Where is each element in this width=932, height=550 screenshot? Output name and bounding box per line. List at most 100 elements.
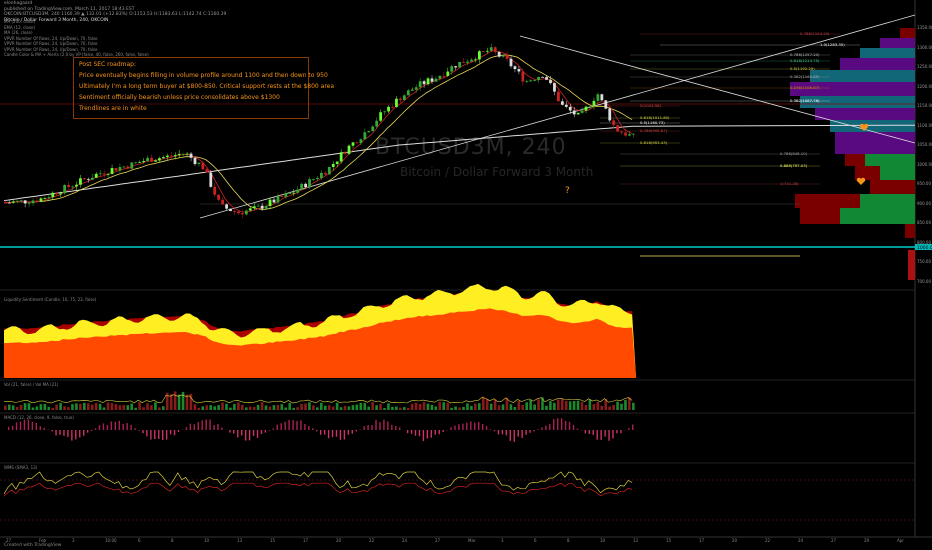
volume-bar xyxy=(347,406,351,410)
candle-body xyxy=(209,172,213,187)
macd-bar xyxy=(509,430,511,441)
volume-bar xyxy=(90,404,94,410)
volume-bar xyxy=(521,404,525,410)
volume-bar xyxy=(19,404,23,410)
trendline[interactable] xyxy=(199,14,916,219)
macd-bar xyxy=(7,426,10,430)
volume-bar xyxy=(454,406,457,410)
macd-bar xyxy=(632,424,634,430)
macd-bar xyxy=(35,422,37,430)
volume-bar xyxy=(560,398,564,410)
candle-body xyxy=(489,47,493,51)
macd-bar xyxy=(620,430,622,434)
price-tick: 1000.00 xyxy=(917,161,932,167)
fib-label: 0.618(1011.60) xyxy=(640,115,670,120)
candle-body xyxy=(568,106,572,111)
candle-body xyxy=(15,200,19,202)
volume-bar xyxy=(98,403,102,410)
volume-bar xyxy=(474,403,477,410)
roadmap-note[interactable]: Post SEC roadmap: Price eventually begin… xyxy=(73,57,334,119)
price-tick: 1250.00 xyxy=(917,64,932,69)
candle-body xyxy=(612,120,616,126)
macd-bar xyxy=(414,430,417,436)
macd-bar xyxy=(304,423,306,430)
macd-bar xyxy=(541,427,543,430)
macd-bar xyxy=(43,427,45,430)
volume-bar xyxy=(501,404,505,410)
volume-bars xyxy=(4,391,635,410)
volume-bar xyxy=(193,404,197,410)
macd-bar xyxy=(138,430,140,431)
vp-bar xyxy=(810,70,915,82)
macd-bar xyxy=(564,420,567,430)
candle-body xyxy=(260,205,264,209)
candle-body xyxy=(351,142,355,146)
macd-bar xyxy=(410,430,413,434)
vp-bar xyxy=(840,58,915,70)
candle-body xyxy=(300,183,304,190)
macd-bar xyxy=(434,430,436,435)
volume-bar xyxy=(596,401,600,410)
macd-bar xyxy=(75,430,77,440)
candle-body xyxy=(154,160,157,162)
volume-bar xyxy=(426,403,430,410)
candle-body xyxy=(478,51,481,60)
macd-bar xyxy=(86,430,89,433)
macd-bar xyxy=(454,425,456,430)
candle-body xyxy=(410,89,414,91)
volume-bar xyxy=(600,405,604,410)
volume-bar xyxy=(173,391,177,410)
pane-label-macd: MACD (12, 26, close, 9, false, true) xyxy=(4,415,74,420)
volume-bar xyxy=(399,407,402,410)
volume-bar xyxy=(209,405,212,410)
macd-bar xyxy=(233,430,235,434)
volume-bar xyxy=(331,406,335,410)
candle-body xyxy=(505,55,509,59)
candle-body xyxy=(256,205,260,207)
volume-bar xyxy=(517,400,521,410)
volume-bar xyxy=(296,407,299,410)
macd-bar xyxy=(158,430,160,439)
candle-body xyxy=(414,87,418,90)
candle-body xyxy=(98,173,102,175)
volume-bar xyxy=(576,400,580,410)
indicator-item: EMA (12, close) xyxy=(4,24,36,30)
volume-bar xyxy=(481,396,485,410)
macd-bar xyxy=(165,430,168,440)
volume-bar xyxy=(197,407,201,410)
volume-bar xyxy=(466,403,469,410)
volume-bar xyxy=(244,407,248,410)
volume-bar xyxy=(169,394,173,410)
candle-body xyxy=(450,66,454,72)
candle-body xyxy=(197,162,201,165)
candle-body xyxy=(79,178,82,185)
candle-body xyxy=(474,59,477,61)
candle-body xyxy=(466,61,469,63)
candle-body xyxy=(31,200,35,204)
macd-bar xyxy=(466,422,468,430)
macd-bar xyxy=(418,430,421,437)
macd-bar xyxy=(383,419,385,430)
macd-bar xyxy=(327,430,330,439)
volume-bar xyxy=(624,399,627,410)
volume-bar xyxy=(628,397,631,410)
macd-bar xyxy=(173,430,176,436)
fib-label: 0.618(953.43) xyxy=(640,140,668,145)
volume-bar xyxy=(237,402,240,410)
macd-bar xyxy=(387,421,389,430)
macd-bar xyxy=(308,426,310,430)
volume-bar xyxy=(513,406,517,410)
volume-bar xyxy=(485,399,489,410)
volume-bar xyxy=(165,392,169,410)
volume-bar xyxy=(276,404,280,410)
volume-bar xyxy=(355,404,359,410)
candle-body xyxy=(430,78,434,82)
volume-bar xyxy=(205,405,209,410)
volume-bar xyxy=(106,402,110,410)
fib-label: 0.786(1104.29) xyxy=(800,31,830,36)
candle-body xyxy=(304,183,307,188)
volume-bar xyxy=(549,401,552,410)
volume-bar xyxy=(94,402,98,410)
candle-body xyxy=(237,211,240,214)
